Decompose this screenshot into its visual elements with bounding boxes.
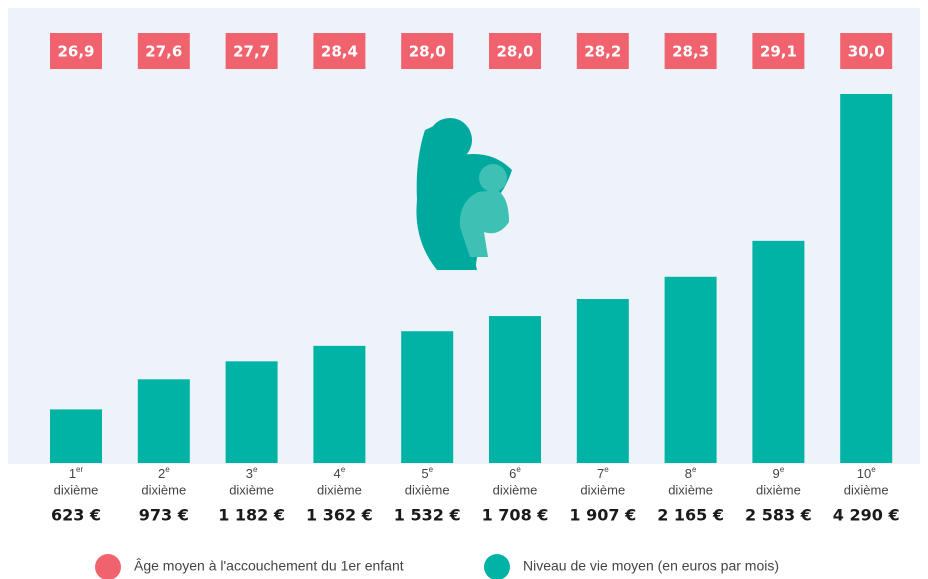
legend-swatch (484, 554, 510, 579)
age-label: 28,2 (584, 43, 621, 61)
age-label: 28,3 (672, 43, 709, 61)
bar (489, 316, 541, 463)
value-label: 1 532 € (394, 506, 461, 525)
category-unit: dixième (229, 482, 274, 497)
age-label: 30,0 (848, 43, 885, 61)
value-label: 1 907 € (569, 506, 636, 525)
category-unit: dixième (844, 482, 889, 497)
category-rank: 1er (69, 465, 84, 481)
category-rank-suffix: e (165, 465, 170, 474)
category-rank-suffix: e (780, 465, 785, 474)
category-rank-suffix: e (429, 465, 434, 474)
category-rank-suffix: er (76, 465, 83, 474)
value-label: 2 165 € (657, 506, 724, 525)
age-box (576, 33, 629, 69)
category-unit: dixième (54, 482, 99, 497)
age-box (489, 33, 541, 69)
category-rank-number: 5 (421, 466, 428, 481)
category-rank-number: 10 (857, 466, 871, 481)
bar (752, 240, 805, 463)
bar (401, 331, 454, 463)
bar (137, 379, 190, 463)
age-box (401, 33, 454, 69)
age-label: 27,6 (145, 43, 182, 61)
age-label: 28,0 (496, 43, 533, 61)
category-rank-number: 4 (334, 466, 341, 481)
category-rank-suffix: e (692, 465, 697, 474)
category-rank: 9e (773, 465, 785, 481)
bar (576, 298, 629, 463)
value-label: 1 362 € (306, 506, 373, 525)
category-unit: dixième (668, 482, 713, 497)
category-unit: dixième (141, 482, 186, 497)
bar (840, 94, 893, 463)
category-unit: dixième (493, 482, 538, 497)
category-rank: 5e (421, 465, 433, 481)
category-rank: 8e (685, 465, 697, 481)
category-unit: dixième (405, 482, 450, 497)
value-label: 4 290 € (833, 506, 900, 525)
bar (50, 409, 102, 463)
category-rank-suffix: e (516, 465, 521, 474)
mother-illustration (416, 118, 512, 270)
category-rank: 2e (158, 465, 170, 481)
age-label: 26,9 (57, 43, 94, 61)
category-rank-number: 3 (246, 466, 253, 481)
legend-label: Niveau de vie moyen (en euros par mois) (523, 558, 779, 574)
bar (225, 361, 278, 463)
age-label: 28,0 (409, 43, 446, 61)
category-rank: 7e (597, 465, 609, 481)
category-rank: 10e (857, 465, 876, 481)
category-rank-number: 1 (69, 466, 76, 481)
value-label: 1 182 € (218, 506, 285, 525)
age-box (752, 33, 805, 69)
age-label: 29,1 (760, 43, 797, 61)
category-rank-number: 8 (685, 466, 692, 481)
category-rank-suffix: e (341, 465, 346, 474)
age-box (840, 33, 893, 69)
category-rank-number: 7 (597, 466, 604, 481)
category-rank-suffix: e (604, 465, 609, 474)
age-box (225, 33, 278, 69)
bar (664, 276, 717, 463)
bar (313, 345, 366, 463)
age-box (664, 33, 717, 69)
age-box (50, 33, 102, 69)
age-label: 28,4 (321, 43, 358, 61)
category-rank: 6e (509, 465, 521, 481)
category-rank: 3e (246, 465, 258, 481)
category-rank-number: 6 (509, 466, 516, 481)
category-unit: dixième (756, 482, 801, 497)
value-label: 1 708 € (482, 506, 549, 525)
category-rank: 4e (334, 465, 346, 481)
category-rank-suffix: e (253, 465, 258, 474)
value-label: 2 583 € (745, 506, 812, 525)
category-rank-number: 2 (158, 466, 165, 481)
baby-illustration (459, 164, 509, 257)
value-label: 623 € (51, 506, 101, 525)
category-unit: dixième (317, 482, 362, 497)
category-unit: dixième (580, 482, 625, 497)
category-rank-number: 9 (773, 466, 780, 481)
category-rank-suffix: e (871, 465, 876, 474)
legend-swatch (95, 554, 121, 579)
legend-label: Âge moyen à l'accouchement du 1er enfant (134, 558, 404, 574)
value-label: 973 € (139, 506, 189, 525)
age-box (137, 33, 190, 69)
age-label: 27,7 (233, 43, 270, 61)
age-box (313, 33, 366, 69)
